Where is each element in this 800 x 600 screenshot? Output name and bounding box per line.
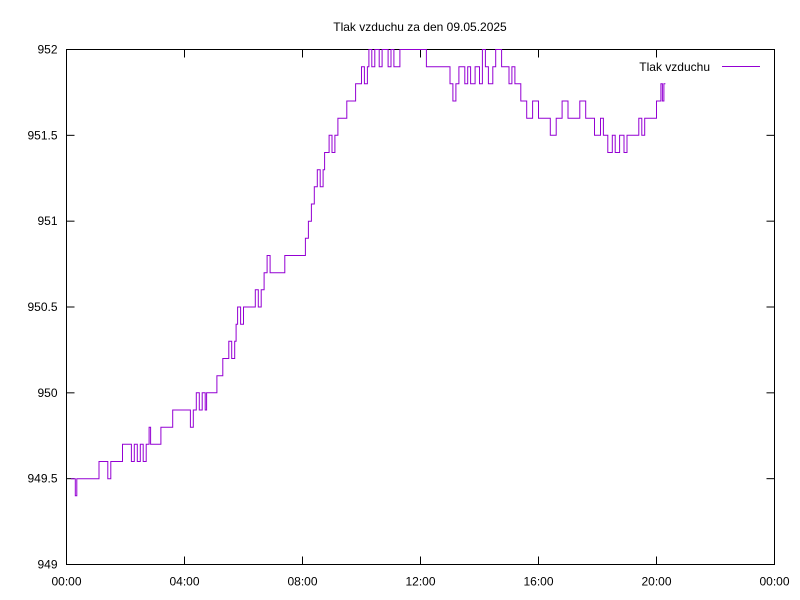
- y-tick-label: 952: [37, 43, 57, 57]
- chart-title: Tlak vzduchu za den 09.05.2025: [333, 20, 507, 34]
- legend: Tlak vzduchu: [639, 60, 760, 74]
- legend-label: Tlak vzduchu: [639, 60, 710, 74]
- x-tick-label: 00:00: [51, 575, 81, 589]
- plot-area-frame: [66, 49, 775, 565]
- series-line-tlak-vzduchu: [70, 49, 666, 497]
- x-axis-ticks: 00:00 04:00 08:00 12:00 16:00 20:00 00:00: [51, 49, 790, 589]
- y-tick-label: 951.5: [27, 128, 57, 142]
- y-tick-label: 950.5: [27, 300, 57, 314]
- x-tick-label: 04:00: [169, 575, 199, 589]
- x-tick-label: 00:00: [759, 575, 789, 589]
- x-tick-label: 08:00: [287, 575, 317, 589]
- x-tick-label: 20:00: [641, 575, 671, 589]
- y-tick-label: 951: [37, 214, 57, 228]
- y-tick-label: 950: [37, 386, 57, 400]
- x-tick-label: 16:00: [523, 575, 553, 589]
- y-axis-ticks: 949 949.5 950 950.5 951 951.5 952: [27, 43, 775, 572]
- y-tick-label: 949: [37, 558, 57, 572]
- y-tick-label: 949.5: [27, 472, 57, 486]
- x-tick-label: 12:00: [405, 575, 435, 589]
- series-layer: [70, 49, 666, 497]
